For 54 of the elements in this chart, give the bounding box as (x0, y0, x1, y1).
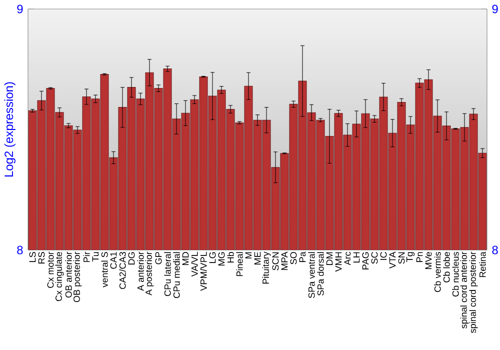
x-tick-label: VMH (335, 252, 342, 272)
x-tick-label: ME (254, 252, 261, 264)
x-tick-label: MD (182, 252, 189, 265)
x-tick-label: Tg (406, 252, 415, 262)
x-tick-label: Cb vermis (434, 252, 441, 292)
x-tick-label: SPa dorsal (317, 252, 324, 296)
x-tick-label: DM (326, 252, 333, 265)
x-tick-label: SCN (272, 252, 279, 270)
x-tick-label: Pituitary (262, 252, 271, 284)
x-tick-label: A anterior (137, 252, 144, 291)
x-tick-label: MG (218, 252, 225, 266)
y2-tick-label: 9 (492, 4, 498, 14)
x-tick-label: Pn (416, 252, 423, 262)
x-tick-label: OB anterior (65, 252, 72, 298)
x-tick-label: VTA (389, 252, 396, 269)
x-tick-label: spinal cord anterior (460, 252, 469, 328)
x-tick-label: SO (290, 252, 297, 264)
x-tick-label: Cx cingulate (55, 252, 64, 302)
x-tick-label: MVe (425, 252, 432, 269)
x-tick-label: spinal cord posterior (469, 252, 478, 333)
x-tick-label: VPM/VPL (200, 252, 207, 291)
x-tick-label: Cb nucleus (452, 252, 459, 296)
x-tick-label: SN (398, 252, 405, 264)
y2-tick-label: 8 (492, 246, 498, 254)
x-tick-label: CPu medial (173, 252, 180, 298)
x-tick-label: M (245, 252, 252, 258)
x-tick-label: IC (380, 252, 387, 260)
x-tick-label: LS (29, 252, 36, 262)
x-tick-label: Pir (83, 252, 90, 262)
x-tick-label: CPu lateral (164, 252, 171, 296)
x-tick-label: CA2/CA3 (119, 252, 126, 289)
x-tick-label: SPa ventral (308, 252, 315, 298)
x-tick-label: RS (38, 252, 45, 264)
x-tick-label: LG (209, 252, 216, 263)
x-tick-label: A posterior (145, 252, 154, 296)
x-tick-label: VA/VL (191, 252, 198, 277)
x-tick-label: Pineal (236, 252, 243, 276)
x-tick-label: Retina (479, 252, 486, 278)
x-tick-label: Arc (344, 252, 351, 266)
x-tick-label: DG (128, 252, 135, 264)
x-tick-label: Hb (227, 252, 234, 262)
x-tick-label: OB posterior (73, 252, 82, 302)
x-tick-label: Cb lobe (443, 252, 450, 282)
x-tick-label: MPA (281, 252, 288, 270)
x-tick-label: CA1 (110, 252, 117, 269)
x-tick-label: Pa (299, 252, 306, 262)
x-tick-label: GP (155, 252, 162, 264)
y-axis-title: Log2 (expression) (4, 82, 16, 177)
x-tick-label: Cx motor (47, 252, 54, 288)
x-tick-label: SC (371, 252, 378, 264)
x-tick-label: Tu (92, 252, 99, 262)
x-tick-label: PAG (362, 252, 369, 270)
x-tick-label: ventral S (101, 252, 108, 288)
x-tick-label: LH (353, 252, 360, 262)
